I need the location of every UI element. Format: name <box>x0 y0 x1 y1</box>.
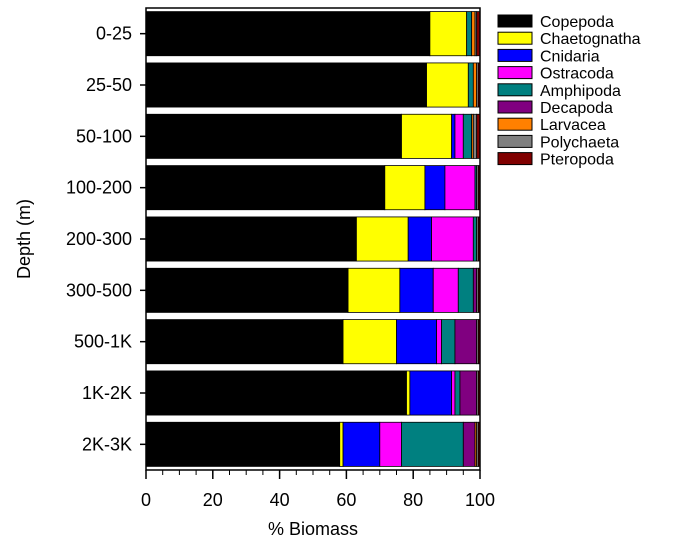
y-axis: 0-25 25-50 50-100 100-200 200-300 300-500 500-… <box>66 24 146 454</box>
bar-segment-ostracoda-200-300 <box>431 216 474 262</box>
bar-segment-decapoda-300-500 <box>472 267 478 313</box>
bar-segment-cnidaria-300-500 <box>399 267 434 313</box>
bar-segment-copepoda-500-1K <box>145 319 344 365</box>
bar-segment-cnidaria-500-1K <box>396 319 437 365</box>
legend-swatch-chaetognatha <box>497 31 533 45</box>
bar-segment-chaetognatha-100-200 <box>384 165 426 211</box>
bar-segment-ostracoda-1K-2K <box>451 370 456 416</box>
bar-segment-copepoda-25-50 <box>145 62 427 108</box>
bar-segment-copepoda-0-25 <box>145 11 431 57</box>
x-tick-label: 20 <box>203 490 223 510</box>
bar-segment-amphipoda-0-25 <box>466 11 473 57</box>
y-tick-label: 100-200 <box>66 178 132 198</box>
legend-label-ostracoda: Ostracoda <box>540 66 614 83</box>
y-tick-label: 0-25 <box>96 24 132 44</box>
y-tick-label: 25-50 <box>86 75 132 95</box>
y-tick-label: 1K-2K <box>82 383 132 403</box>
y-tick-label: 50-100 <box>76 126 132 146</box>
bar-segment-ostracoda-500-1K <box>436 319 442 365</box>
bar-segment-larvacea-0-25 <box>471 11 476 57</box>
bar-segment-ostracoda-50-100 <box>454 113 464 159</box>
x-tick-label: 40 <box>270 490 290 510</box>
bar-segment-ostracoda-300-500 <box>432 267 459 313</box>
x-tick-label: 60 <box>336 490 356 510</box>
bar-segment-chaetognatha-500-1K <box>342 319 397 365</box>
bar-segment-chaetognatha-0-25 <box>429 11 468 57</box>
x-tick-label: 100 <box>465 490 495 510</box>
x-tick-label: 80 <box>403 490 423 510</box>
bar-segment-chaetognatha-200-300 <box>356 216 409 262</box>
bar-segment-cnidaria-200-300 <box>407 216 432 262</box>
legend-label-decapoda: Decapoda <box>540 100 613 117</box>
bar-segment-cnidaria-100-200 <box>424 165 446 211</box>
bar-segment-ostracoda-100-200 <box>444 165 476 211</box>
bar-segment-amphipoda-25-50 <box>467 62 474 108</box>
y-tick-label: 300-500 <box>66 280 132 300</box>
x-axis: 0 20 40 60 80 100 <box>141 470 495 510</box>
bar-segment-chaetognatha-300-500 <box>347 267 401 313</box>
bar-segment-amphipoda-300-500 <box>457 267 474 313</box>
bar-segment-amphipoda-1K-2K <box>454 370 461 416</box>
legend-swatch-copepoda <box>497 14 533 28</box>
y-tick-label: 2K-3K <box>82 434 132 454</box>
x-axis-label: % Biomass <box>268 519 358 539</box>
bar-segment-copepoda-50-100 <box>145 113 402 159</box>
legend-swatch-cnidaria <box>497 48 533 62</box>
legend-label-cnidaria: Cnidaria <box>540 48 600 65</box>
y-axis-label: Depth (m) <box>14 199 34 279</box>
y-tick-label: 500-1K <box>74 332 132 352</box>
legend-swatch-amphipoda <box>497 83 533 97</box>
bar-segment-chaetognatha-25-50 <box>426 62 469 108</box>
legend-swatch-larvacea <box>497 117 533 131</box>
legend-swatch-polychaeta <box>497 134 533 148</box>
x-tick-label: 0 <box>141 490 151 510</box>
bars-group <box>145 11 481 467</box>
bar-segment-decapoda-2K-3K <box>462 421 476 467</box>
bar-segment-larvacea-25-50 <box>472 62 478 108</box>
bar-segment-chaetognatha-50-100 <box>401 113 453 159</box>
bar-segment-amphipoda-500-1K <box>441 319 456 365</box>
bar-segment-copepoda-200-300 <box>145 216 357 262</box>
bar-segment-amphipoda-200-300 <box>472 216 478 262</box>
bar-segment-copepoda-2K-3K <box>145 421 341 467</box>
bar-segment-chaetognatha-1K-2K <box>406 370 411 416</box>
bar-segment-cnidaria-2K-3K <box>342 421 381 467</box>
legend-label-copepoda: Copepoda <box>540 14 614 31</box>
legend-label-chaetognatha: Chaetognatha <box>540 31 641 48</box>
bar-segment-cnidaria-1K-2K <box>409 370 453 416</box>
bar-segment-copepoda-1K-2K <box>145 370 407 416</box>
legend-label-pteropoda: Pteropoda <box>540 152 614 169</box>
bar-segment-copepoda-300-500 <box>145 267 349 313</box>
y-tick-label: 200-300 <box>66 229 132 249</box>
bar-segment-ostracoda-2K-3K <box>379 421 402 467</box>
legend-swatch-decapoda <box>497 100 533 114</box>
bar-segment-amphipoda-50-100 <box>462 113 473 159</box>
bar-segment-amphipoda-2K-3K <box>401 421 464 467</box>
bar-segment-chaetognatha-2K-3K <box>339 421 344 467</box>
bar-segment-decapoda-1K-2K <box>459 370 478 416</box>
bar-segment-cnidaria-50-100 <box>451 113 456 159</box>
legend-label-larvacea: Larvacea <box>540 117 606 134</box>
bar-segment-polychaeta-50-100 <box>472 113 478 159</box>
bar-segment-copepoda-100-200 <box>145 165 386 211</box>
legend: CopepodaChaetognathaCnidariaOstracodaAmp… <box>497 14 641 169</box>
legend-label-amphipoda: Amphipoda <box>540 83 621 100</box>
legend-swatch-ostracoda <box>497 66 533 80</box>
bar-segment-decapoda-500-1K <box>454 319 478 365</box>
legend-label-polychaeta: Polychaeta <box>540 134 619 151</box>
legend-swatch-pteropoda <box>497 152 533 166</box>
